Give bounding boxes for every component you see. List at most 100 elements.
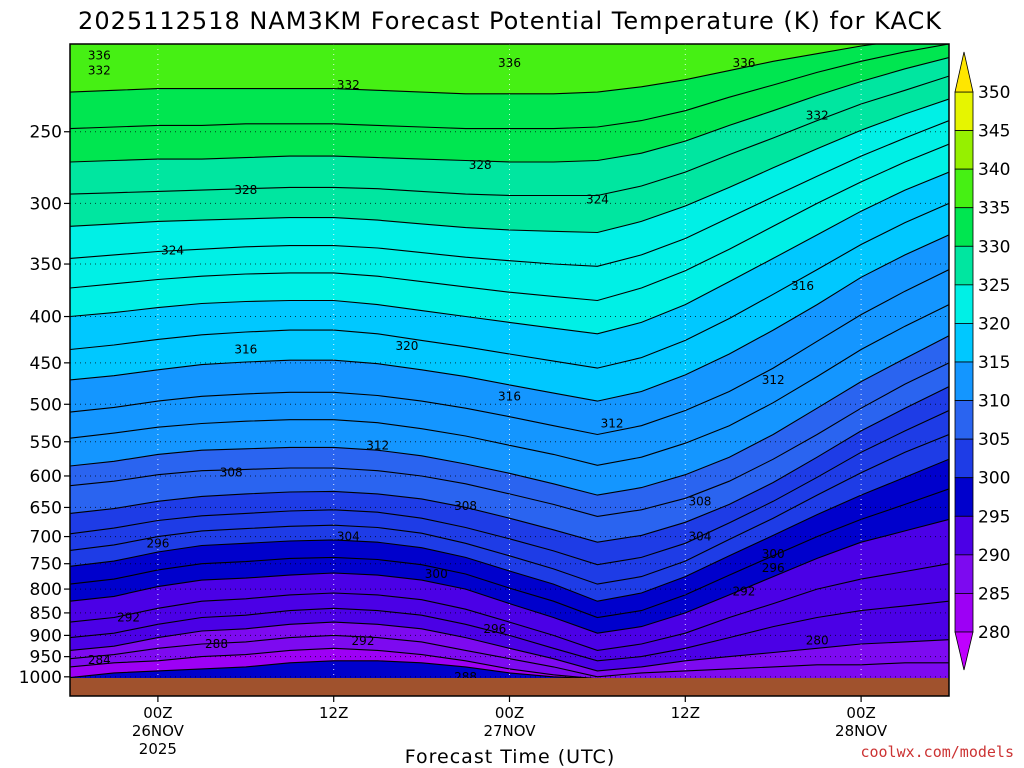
isentrope-320 xyxy=(70,171,949,335)
contour-label: 308 xyxy=(220,466,243,480)
isentrope-288 xyxy=(70,634,949,678)
colorbar-segment xyxy=(954,207,974,247)
colorbar-segment xyxy=(954,284,974,324)
isentrope-326 xyxy=(70,98,949,234)
isentrope-300 xyxy=(70,458,949,602)
isentrope-322 xyxy=(70,143,949,302)
colorbar-max-arrow xyxy=(954,51,974,93)
y-tick-label: 950 xyxy=(30,648,62,668)
isentrope-310 xyxy=(70,335,949,496)
contour-label: 280 xyxy=(806,634,829,648)
colorbar-label: 310 xyxy=(978,392,1010,412)
colorbar-segment xyxy=(954,400,974,440)
isentrope-316 xyxy=(70,234,949,402)
contour-label: 284 xyxy=(88,653,111,667)
y-tick-label: 700 xyxy=(30,528,62,548)
contour-label: 308 xyxy=(454,499,477,513)
colorbar-label: 300 xyxy=(978,469,1010,489)
y-axis: 2503003504004505005506006507007508008509… xyxy=(19,123,70,688)
x-axis-label: Forecast Time (UTC) xyxy=(405,746,615,768)
contour-label: 292 xyxy=(117,611,140,625)
colorbar-label: 305 xyxy=(978,430,1010,450)
isentrope-304 xyxy=(70,410,949,566)
colorbar-label: 325 xyxy=(978,276,1010,296)
contour-label: 300 xyxy=(425,567,448,581)
contour-label: 296 xyxy=(146,536,169,550)
contour-label: 288 xyxy=(205,637,228,651)
isentrope-302 xyxy=(70,433,949,585)
colorbar-label: 285 xyxy=(978,584,1010,604)
contour-label: 320 xyxy=(395,339,418,353)
contour-label: 304 xyxy=(688,530,711,544)
contour-label: 328 xyxy=(469,158,492,172)
contour-label: 304 xyxy=(337,530,360,544)
isentrope-296 xyxy=(70,518,949,634)
colorbar-label: 295 xyxy=(978,507,1010,527)
x-tick-label: 00Z xyxy=(495,704,524,722)
y-tick-label: 650 xyxy=(30,498,62,518)
contour-label: 336 xyxy=(88,49,111,63)
colorbar-label: 335 xyxy=(978,199,1010,219)
isentrope-308 xyxy=(70,362,949,517)
contour-label: 308 xyxy=(688,494,711,508)
contour-label: 316 xyxy=(498,389,521,403)
contour-label: 300 xyxy=(762,547,785,561)
ground-surface xyxy=(70,678,949,696)
y-tick-label: 900 xyxy=(30,626,62,646)
isentrope-314 xyxy=(70,269,949,436)
y-tick-label: 500 xyxy=(30,395,62,415)
colorbar-label: 340 xyxy=(978,160,1010,180)
contour-label: 316 xyxy=(234,343,257,357)
colorbar-label: 345 xyxy=(978,122,1010,142)
contour-label: 292 xyxy=(732,585,755,599)
colorbar-label: 330 xyxy=(978,237,1010,257)
contour-label: 312 xyxy=(366,438,389,452)
x-tick-label: 27NOV xyxy=(483,722,536,740)
x-tick-label: 00Z xyxy=(846,704,875,722)
isentrope-298 xyxy=(70,488,949,619)
colorbar-segment xyxy=(954,593,974,633)
x-tick-label: 12Z xyxy=(671,704,700,722)
isentrope-290 xyxy=(70,621,949,672)
contour-label: 296 xyxy=(762,561,785,575)
isentrope-332 xyxy=(70,44,949,130)
contour-label: 316 xyxy=(791,279,814,293)
y-tick-label: 400 xyxy=(30,308,62,328)
contour-label: 324 xyxy=(161,243,184,257)
contour-label: 328 xyxy=(234,183,257,197)
credit-text: coolwx.com/models xyxy=(860,743,1014,761)
colorbar-segment xyxy=(954,168,974,209)
colorbar-label: 280 xyxy=(978,623,1010,643)
x-tick-label: 12Z xyxy=(319,704,348,722)
colorbar-segment xyxy=(954,554,974,594)
colorbar-segment xyxy=(954,245,974,286)
isentrope-330 xyxy=(70,56,949,163)
x-tick-label: 28NOV xyxy=(835,722,888,740)
colorbar-segment xyxy=(954,515,974,556)
y-tick-label: 800 xyxy=(30,580,62,600)
contour-label: 312 xyxy=(762,373,785,387)
y-tick-label: 250 xyxy=(30,123,62,143)
colorbar: 280 285 290 295 300 305 310 315 320 325 330 335 340 3… xyxy=(954,51,1010,671)
colorbar-label: 320 xyxy=(978,314,1010,334)
y-tick-label: 300 xyxy=(30,194,62,214)
colorbar-segment xyxy=(954,91,974,131)
contour-label: 332 xyxy=(337,78,360,92)
isentrope-294 xyxy=(70,563,949,651)
colorbar-label: 290 xyxy=(978,546,1010,566)
colorbar-label: 315 xyxy=(978,353,1010,373)
contour-label: 336 xyxy=(732,56,755,70)
y-tick-label: 600 xyxy=(30,467,62,487)
y-tick-label: 450 xyxy=(30,354,62,374)
isentrope-328 xyxy=(70,75,949,197)
contour-label: 324 xyxy=(586,192,609,206)
y-tick-label: 850 xyxy=(30,604,62,624)
contour-label: 312 xyxy=(601,416,624,430)
contour-label: 336 xyxy=(498,56,521,70)
contour-label: 292 xyxy=(352,634,375,648)
colorbar-segment xyxy=(954,361,974,401)
contour-label: 296 xyxy=(483,622,506,636)
